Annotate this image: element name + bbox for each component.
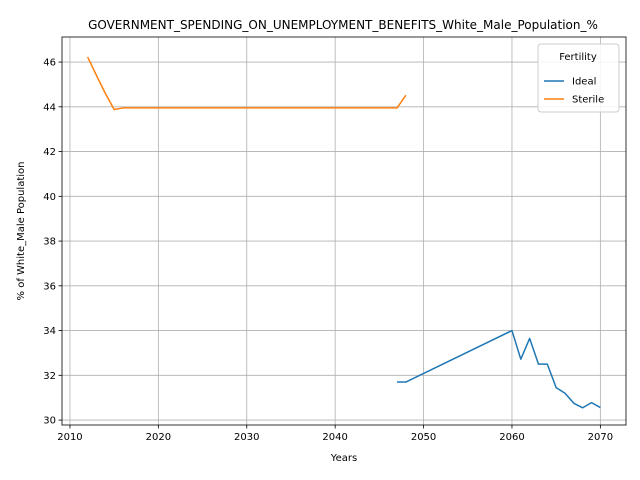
grid-lines [62,37,626,425]
y-tick-label: 30 [43,416,56,427]
series-lines [86,56,601,409]
y-tick-label: 38 [43,237,56,248]
series-line-ideal [397,329,601,409]
y-tick-label: 34 [43,326,56,337]
legend-box [537,43,620,113]
y-tick-label: 32 [43,371,56,382]
y-tick-label: 36 [43,281,56,292]
plot-frame [61,36,627,426]
x-tick-label: 2040 [322,432,347,443]
x-tick-label: 2030 [234,432,259,443]
y-axis: 30 32 34 36 38 40 42 44 46 [43,58,62,427]
x-axis-title: Years [330,453,357,464]
x-tick-label: 2050 [411,432,436,443]
y-axis-title: % of White_Male Population [16,162,27,301]
legend: Fertility Ideal Sterile [537,43,620,113]
y-tick-label: 40 [43,192,56,203]
x-axis: 2010 2020 2030 2040 2050 2060 2070 [57,425,613,443]
x-tick-label: 2060 [499,432,524,443]
legend-label-sterile: Sterile [572,95,604,106]
y-tick-label: 44 [43,102,56,113]
y-tick-label: 42 [43,147,56,158]
chart-title: GOVERNMENT_SPENDING_ON_UNEMPLOYMENT_BENE… [88,18,598,32]
legend-title: Fertility [559,52,597,63]
x-tick-label: 2070 [588,432,613,443]
y-tick-label: 46 [43,58,56,69]
series-line-sterile [86,56,407,111]
x-tick-label: 2020 [146,432,171,443]
legend-label-ideal: Ideal [572,77,596,88]
x-tick-label: 2010 [57,432,82,443]
